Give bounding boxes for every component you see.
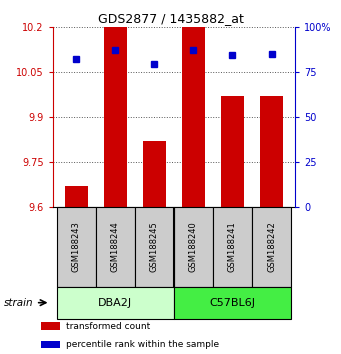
Bar <box>104 27 127 207</box>
Text: GDS2877 / 1435882_at: GDS2877 / 1435882_at <box>98 12 243 25</box>
Text: percentile rank within the sample: percentile rank within the sample <box>66 340 220 349</box>
Text: C57BL6J: C57BL6J <box>209 298 255 308</box>
Text: DBA2J: DBA2J <box>98 298 132 308</box>
Bar <box>57 287 174 319</box>
Bar <box>96 207 135 287</box>
Bar <box>64 186 88 207</box>
Text: GSM188244: GSM188244 <box>111 222 120 272</box>
Bar <box>174 287 291 319</box>
Text: GSM188242: GSM188242 <box>267 222 276 272</box>
Text: GSM188240: GSM188240 <box>189 222 198 272</box>
Text: GSM188241: GSM188241 <box>228 222 237 272</box>
Bar <box>41 341 60 348</box>
Bar <box>174 207 213 287</box>
Text: transformed count: transformed count <box>66 322 151 331</box>
Bar <box>182 27 205 207</box>
Bar <box>57 207 96 287</box>
Bar <box>41 322 60 330</box>
Bar <box>252 207 291 287</box>
Bar <box>143 141 166 207</box>
Bar <box>213 207 252 287</box>
Bar <box>260 96 283 207</box>
Bar <box>221 96 244 207</box>
Text: GSM188243: GSM188243 <box>72 222 81 272</box>
Text: GSM188245: GSM188245 <box>150 222 159 272</box>
Text: strain: strain <box>3 298 33 308</box>
Bar <box>135 207 174 287</box>
